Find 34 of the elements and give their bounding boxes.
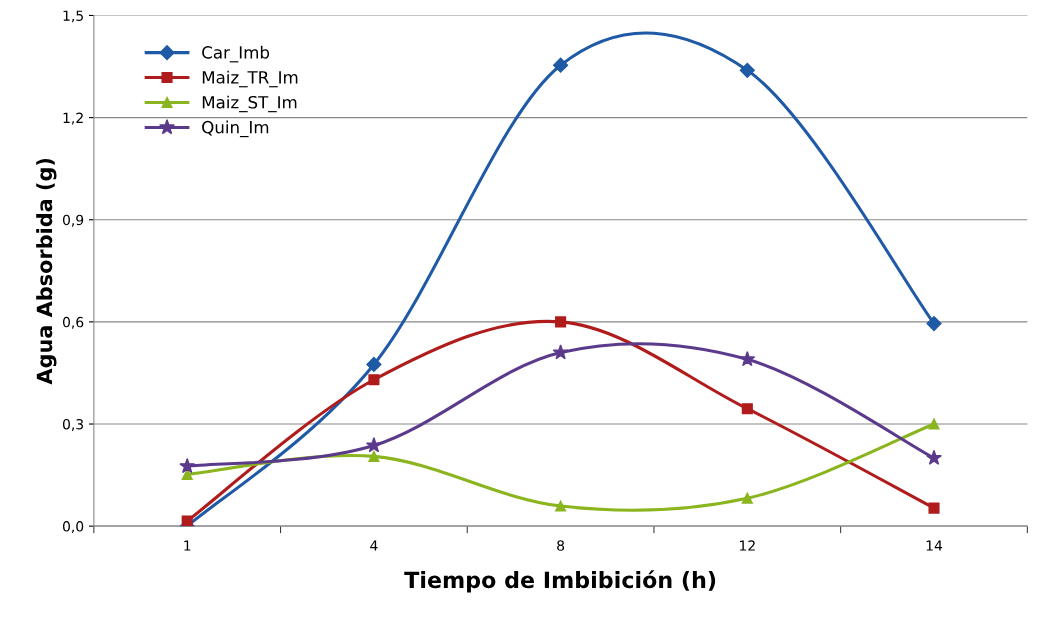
point xyxy=(368,450,380,462)
point xyxy=(928,502,940,514)
point xyxy=(926,316,942,332)
legend-label: Maiz_TR_Im xyxy=(202,70,298,88)
point xyxy=(739,350,756,367)
y-tick-label: 0,9 xyxy=(62,214,84,227)
x-tick-label: 1 xyxy=(184,540,191,551)
point xyxy=(741,492,753,504)
point xyxy=(926,449,942,465)
legend-label: Maiz_ST_Im xyxy=(202,95,297,113)
point xyxy=(366,356,382,373)
legend-label: Quin_Im xyxy=(202,120,269,138)
point xyxy=(552,344,569,360)
y-axis-title: Agua Absorbida (g) xyxy=(36,158,57,385)
x-tick-label: 8 xyxy=(557,540,565,551)
x-axis-title: Tiempo de Imbibición (h) xyxy=(404,570,716,593)
point xyxy=(553,57,569,73)
point xyxy=(555,500,567,512)
y-tick-label: 1,5 xyxy=(63,10,83,23)
point xyxy=(928,418,940,430)
point xyxy=(555,316,567,328)
point xyxy=(365,437,382,453)
x-tick-label: 12 xyxy=(740,540,755,551)
x-tick-label: 14 xyxy=(926,540,943,551)
point xyxy=(739,62,755,78)
y-tick-label: 0,3 xyxy=(62,418,84,431)
point xyxy=(368,374,380,386)
x-tick-label: 4 xyxy=(370,540,378,551)
y-tick-label: 1,2 xyxy=(63,112,83,125)
legend-label: Car_Imb xyxy=(202,45,270,63)
y-tick-label: 0,0 xyxy=(62,521,84,534)
point xyxy=(179,457,196,474)
point xyxy=(741,403,753,415)
y-tick-label: 0,6 xyxy=(62,316,84,329)
